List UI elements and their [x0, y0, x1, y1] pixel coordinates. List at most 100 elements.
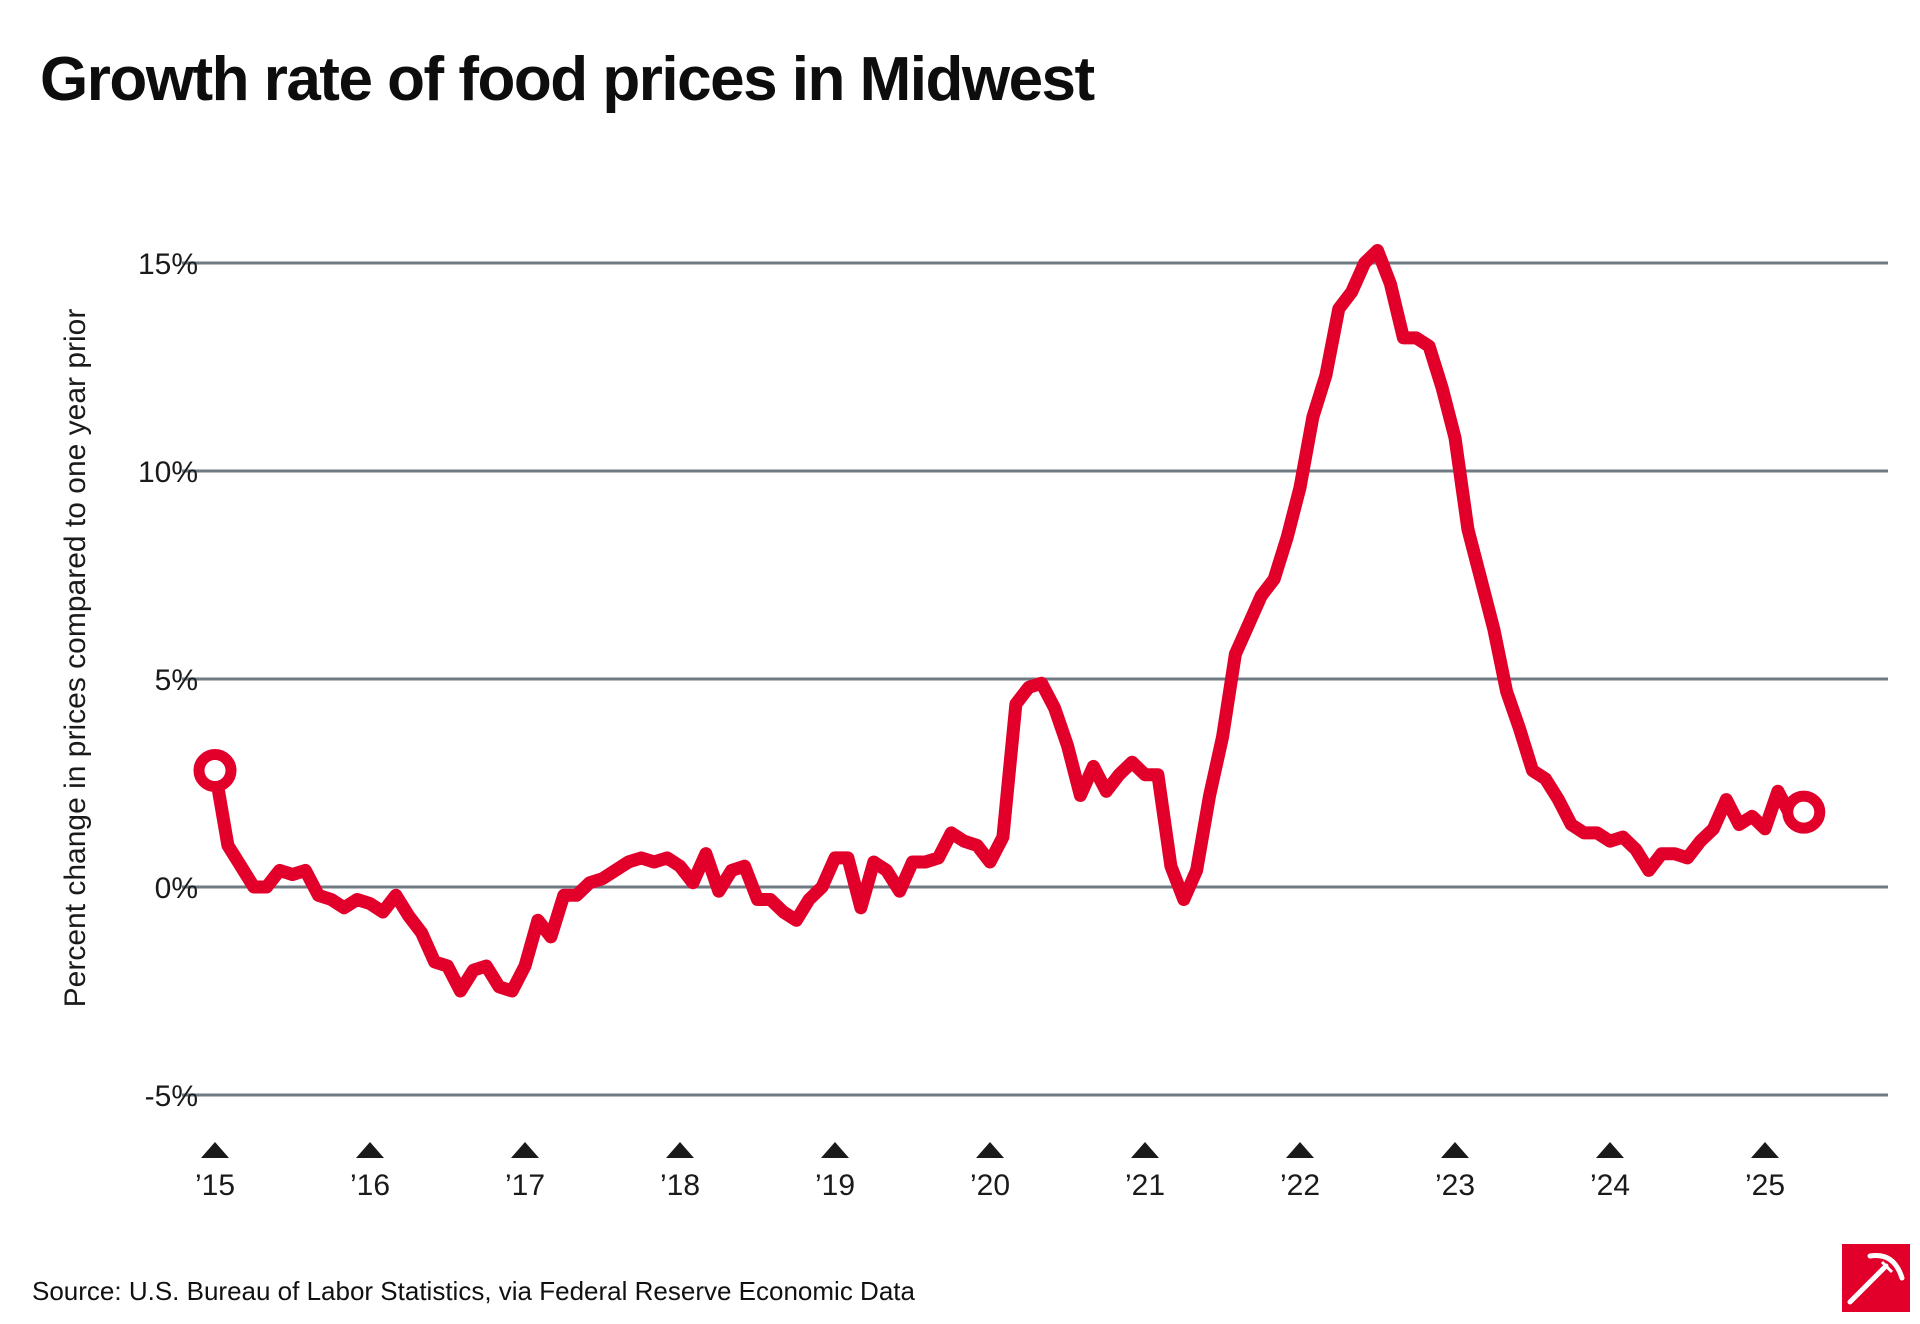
y-tick-label: 0%: [155, 872, 198, 905]
data-point: [1595, 831, 1599, 835]
data-point: [1388, 282, 1392, 286]
data-point: [1272, 577, 1276, 581]
data-point: [497, 985, 501, 989]
data-point: [1427, 344, 1431, 348]
data-point: [1750, 814, 1754, 818]
data-point: [639, 856, 643, 860]
data-point: [1182, 898, 1186, 902]
data-point: [1298, 486, 1302, 490]
x-tick-label: ’21: [1125, 1169, 1165, 1202]
data-point: [833, 856, 837, 860]
data-point: [1363, 261, 1367, 265]
data-point: [562, 893, 566, 897]
data-point: [1686, 856, 1690, 860]
data-point: [1104, 789, 1108, 793]
data-point: [1582, 831, 1586, 835]
y-axis-ticks: 15% 10% 5% 0% -5%: [138, 248, 198, 1113]
data-point: [717, 889, 721, 893]
data-point: [601, 877, 605, 881]
data-point: [988, 860, 992, 864]
data-point: [484, 964, 488, 968]
data-point: [936, 856, 940, 860]
data-point: [471, 968, 475, 972]
series-line: [208, 244, 1811, 998]
data-point: [1543, 777, 1547, 781]
data-point: [1711, 827, 1715, 831]
data-point: [885, 868, 889, 872]
data-point: [1311, 415, 1315, 419]
data-point: [420, 931, 424, 935]
data-point: [1337, 307, 1341, 311]
data-point: [1737, 823, 1741, 827]
data-point: [807, 898, 811, 902]
data-point: [1776, 789, 1780, 793]
data-point: [743, 864, 747, 868]
x-tick-label: ’15: [195, 1169, 235, 1202]
data-point: [355, 898, 359, 902]
data-point: [536, 918, 540, 922]
data-point: [652, 860, 656, 864]
y-tick-label: 10%: [138, 456, 198, 489]
x-tick-label: ’20: [970, 1169, 1010, 1202]
data-point: [1466, 527, 1470, 531]
end-point-marker: [1782, 790, 1826, 834]
data-point: [1014, 702, 1018, 706]
data-point: [678, 864, 682, 868]
x-tick-label: ’25: [1745, 1169, 1785, 1202]
data-point: [1208, 794, 1212, 798]
data-series: [193, 244, 1826, 998]
data-point: [433, 960, 437, 964]
data-point: [1647, 868, 1651, 872]
data-point: [1027, 685, 1031, 689]
data-point: [1040, 681, 1044, 685]
data-point: [407, 914, 411, 918]
data-point: [1221, 735, 1225, 739]
data-point: [1143, 773, 1147, 777]
data-point: [226, 843, 230, 847]
x-tick-marker: [201, 1142, 229, 1158]
x-tick-label: ’22: [1280, 1169, 1320, 1202]
data-point: [303, 868, 307, 872]
data-point: [252, 885, 256, 889]
data-point: [1246, 623, 1250, 627]
data-point: [1401, 336, 1405, 340]
publisher-logo-icon: [1842, 1244, 1910, 1312]
data-point: [1518, 727, 1522, 731]
data-point: [1066, 744, 1070, 748]
data-point: [329, 898, 333, 902]
data-point: [458, 989, 462, 993]
x-tick-label: ’16: [350, 1169, 390, 1202]
data-point: [665, 856, 669, 860]
data-point: [446, 964, 450, 968]
data-point: [1130, 760, 1134, 764]
y-tick-label: -5%: [145, 1080, 198, 1113]
y-tick-label: 5%: [155, 664, 198, 697]
data-point: [1556, 798, 1560, 802]
data-point: [1078, 794, 1082, 798]
x-tick-marker: [1596, 1142, 1624, 1158]
data-point: [1195, 868, 1199, 872]
data-point: [1091, 764, 1095, 768]
x-tick-marker: [1131, 1142, 1159, 1158]
data-point: [781, 910, 785, 914]
data-point: [342, 906, 346, 910]
data-point: [1660, 852, 1664, 856]
data-point: [239, 864, 243, 868]
y-tick-label: 15%: [138, 248, 198, 281]
data-point: [1156, 773, 1160, 777]
data-point: [1569, 823, 1573, 827]
source-note: Source: U.S. Bureau of Labor Statistics,…: [32, 1276, 915, 1306]
data-point: [704, 852, 708, 856]
data-point: [794, 918, 798, 922]
data-point: [1673, 852, 1677, 856]
data-point: [1233, 652, 1237, 656]
data-point: [846, 856, 850, 860]
data-point: [1001, 835, 1005, 839]
data-point: [859, 906, 863, 910]
data-point: [1259, 594, 1263, 598]
data-point: [1479, 577, 1483, 581]
x-tick-marker: [976, 1142, 1004, 1158]
data-point: [613, 868, 617, 872]
data-point: [588, 881, 592, 885]
